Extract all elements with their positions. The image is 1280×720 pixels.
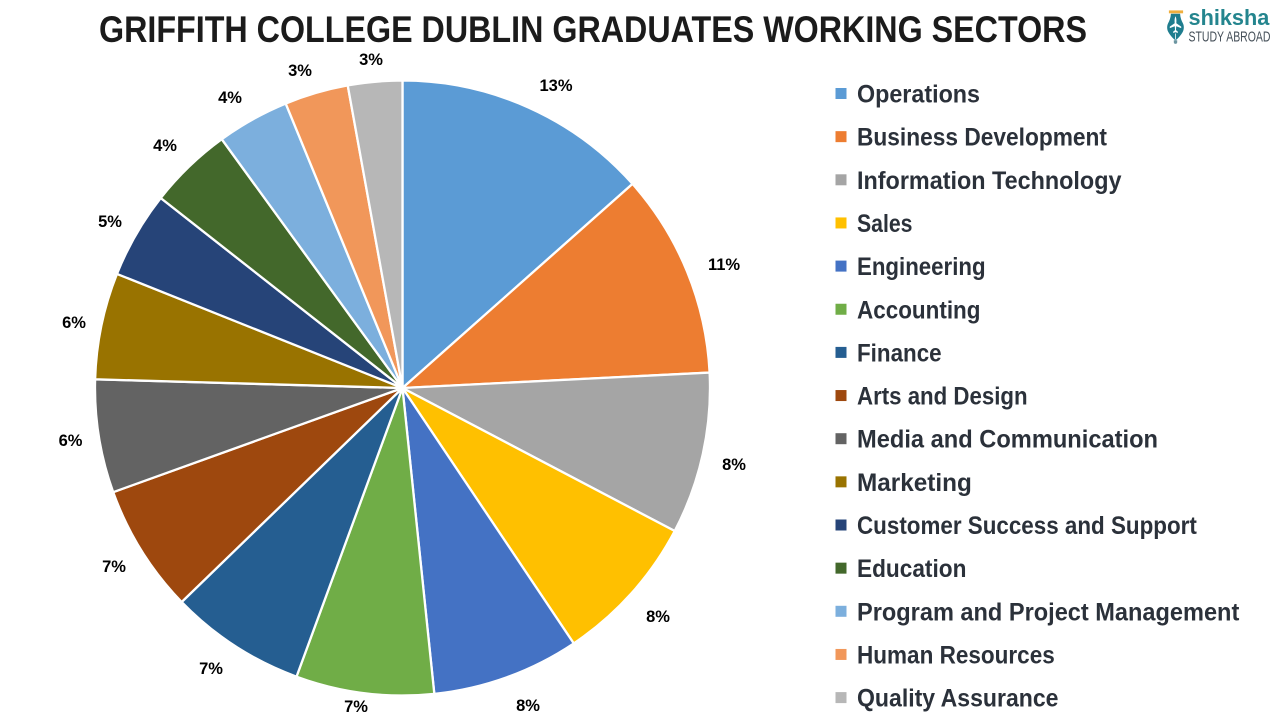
svg-text:STUDY ABROAD: STUDY ABROAD [1189, 28, 1271, 45]
svg-text:5%: 5% [98, 213, 122, 231]
svg-text:Accounting: Accounting [857, 296, 981, 324]
svg-text:8%: 8% [646, 608, 670, 626]
svg-text:shiksha: shiksha [1189, 5, 1271, 30]
svg-text:Quality Assurance: Quality Assurance [857, 685, 1059, 713]
svg-text:4%: 4% [153, 137, 177, 155]
svg-text:Operations: Operations [857, 81, 980, 109]
svg-text:6%: 6% [62, 314, 86, 332]
svg-text:Program and Project Management: Program and Project Management [857, 598, 1240, 626]
svg-text:Business Development: Business Development [857, 124, 1108, 152]
svg-text:Arts and Design: Arts and Design [857, 383, 1028, 411]
svg-text:Finance: Finance [857, 339, 942, 367]
svg-text:Education: Education [857, 555, 966, 583]
svg-text:Human Resources: Human Resources [857, 641, 1055, 669]
svg-text:Media and Communication: Media and Communication [857, 426, 1158, 454]
svg-text:11%: 11% [708, 256, 740, 274]
svg-text:7%: 7% [102, 558, 126, 576]
svg-text:6%: 6% [59, 432, 83, 450]
svg-text:4%: 4% [218, 89, 242, 107]
svg-text:Engineering: Engineering [857, 253, 986, 281]
svg-text:8%: 8% [516, 697, 540, 715]
svg-text:Marketing: Marketing [857, 469, 972, 497]
svg-text:8%: 8% [722, 456, 746, 474]
svg-text:13%: 13% [539, 77, 572, 95]
svg-text:GRIFFITH COLLEGE DUBLIN GRADUA: GRIFFITH COLLEGE DUBLIN GRADUATES WORKIN… [99, 9, 1087, 50]
svg-text:Sales: Sales [857, 210, 913, 238]
svg-text:3%: 3% [288, 62, 312, 80]
svg-text:Customer Success and Support: Customer Success and Support [857, 512, 1197, 540]
svg-text:Information Technology: Information Technology [857, 167, 1122, 195]
svg-text:7%: 7% [344, 698, 368, 716]
svg-text:7%: 7% [199, 660, 223, 678]
svg-text:3%: 3% [359, 51, 383, 69]
